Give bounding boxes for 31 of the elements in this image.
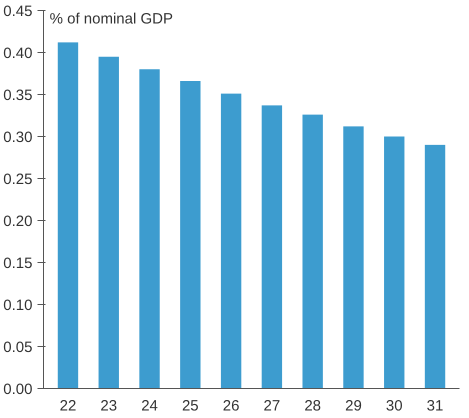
x-tick-label: 27 <box>264 398 280 414</box>
x-tick-label: 28 <box>304 398 322 414</box>
x-tick-label: 31 <box>426 398 444 414</box>
y-tick-label: 0.10 <box>3 297 33 314</box>
y-tick-label: 0.15 <box>3 255 33 272</box>
x-tick-label: 25 <box>182 398 199 414</box>
bar <box>424 144 446 388</box>
bar <box>384 136 404 388</box>
bar <box>302 114 323 388</box>
x-tick-label: 22 <box>60 398 76 414</box>
bar <box>180 81 201 388</box>
x-tick-label: 29 <box>345 398 362 414</box>
bar <box>220 94 242 388</box>
y-tick-label: 0.45 <box>3 3 33 20</box>
x-tick-label: 23 <box>100 398 118 414</box>
x-tick-label: 30 <box>386 398 403 414</box>
y-tick-label: 0.30 <box>3 129 33 146</box>
y-tick-label: 0.05 <box>3 339 33 356</box>
bar <box>98 56 119 388</box>
bar <box>343 126 364 388</box>
bar <box>139 69 160 388</box>
x-tick-label: 26 <box>222 398 240 414</box>
y-axis-title: % of nominal GDP <box>50 10 174 28</box>
bar <box>262 105 282 388</box>
x-tick-label: 24 <box>141 398 158 414</box>
y-tick-label: 0.25 <box>3 171 33 188</box>
y-tick-label: 0.20 <box>3 213 33 230</box>
y-tick-label: 0.00 <box>3 381 33 398</box>
bar <box>58 42 78 388</box>
y-tick-label: 0.35 <box>3 87 33 104</box>
y-tick-label: 0.40 <box>3 45 33 62</box>
